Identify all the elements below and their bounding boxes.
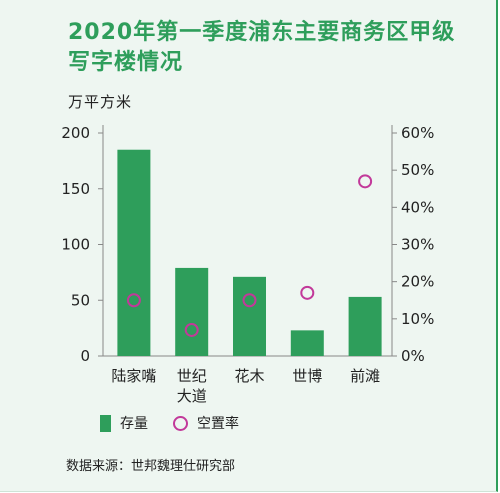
bar-陆家嘴 (117, 149, 151, 356)
legend-label-vacancy: 空置率 (197, 416, 239, 432)
left-tick-label: 50 (71, 291, 90, 309)
left-axis-ticks: 200 150 100 50 0 (61, 124, 103, 365)
vacancy-point-陆家嘴 (126, 293, 141, 308)
legend-circle-swatch (173, 415, 188, 431)
bar-世纪大道 (175, 267, 209, 356)
left-tick-label: 150 (61, 180, 90, 198)
legend-item-stock: 存量 (100, 413, 148, 433)
vacancy-points (126, 174, 373, 337)
vacancy-point-花木 (242, 293, 257, 308)
vacancy-point-前滩 (358, 174, 373, 189)
legend-bar-swatch (100, 414, 111, 432)
bar-花木 (233, 276, 266, 356)
bar-世博 (290, 330, 324, 356)
right-tick-label: 0% (401, 347, 425, 365)
bar-前滩 (348, 296, 382, 356)
left-tick-label: 100 (61, 236, 90, 254)
right-axis-ticks: 60% 50% 40% 30% 20% 10% 0% (392, 124, 434, 365)
combo-chart: 200 150 100 50 0 60% 50% 40% 30% 20% 10% 0% 陆家嘴 世纪大… (61, 124, 434, 405)
category-label: 前滩 (350, 367, 380, 385)
vacancy-point-世纪大道 (184, 322, 199, 337)
category-label: 陆家嘴 (111, 367, 156, 385)
legend-label-stock: 存量 (120, 416, 148, 432)
chart-title: 2020年第一季度浦东主要商务区甲级写字楼情况 (68, 20, 456, 75)
right-tick-label: 30% (401, 236, 434, 254)
category-label: 花木 (234, 367, 264, 385)
category-label: 世纪大道 (177, 367, 207, 405)
left-tick-label: 200 (61, 124, 90, 142)
legend-item-vacancy: 空置率 (173, 413, 239, 433)
left-tick-label: 0 (80, 347, 90, 365)
right-tick-label: 10% (401, 310, 434, 328)
data-source-note: 数据来源：世邦魏理仕研究部 (66, 459, 236, 474)
right-tick-label: 60% (401, 124, 434, 142)
left-axis-unit-label: 万平方米 (68, 93, 133, 111)
right-tick-label: 40% (401, 198, 434, 216)
right-tick-label: 50% (401, 161, 434, 179)
category-label: 世博 (292, 367, 322, 385)
right-tick-label: 20% (401, 273, 434, 291)
bar-series (117, 149, 382, 356)
vacancy-point-世博 (300, 285, 315, 300)
x-axis-category-labels: 陆家嘴 世纪大道 花木 世博 前滩 (111, 367, 380, 405)
